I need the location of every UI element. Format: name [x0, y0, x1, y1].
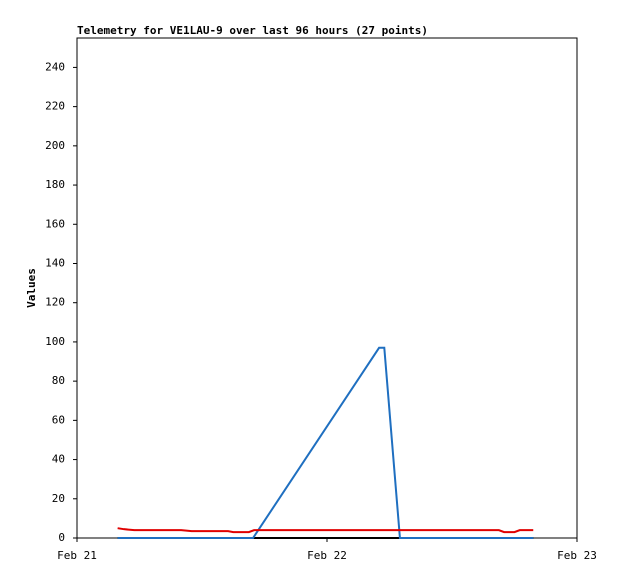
y-tick-label: 100 [45, 335, 65, 348]
chart-title: Telemetry for VE1LAU-9 over last 96 hour… [77, 24, 428, 37]
y-tick-label: 120 [45, 296, 65, 309]
y-tick-label: 160 [45, 217, 65, 230]
y-tick-label: 60 [52, 413, 65, 426]
y-tick-label: 40 [52, 453, 65, 466]
plot-frame [76, 37, 578, 539]
y-tick-label: 20 [52, 492, 65, 505]
y-tick-label: 140 [45, 256, 65, 269]
series-line [117, 527, 534, 534]
x-tick-label: Feb 21 [57, 549, 97, 562]
series-line [117, 346, 534, 539]
y-tick-label: 80 [52, 374, 65, 387]
y-tick-label: 240 [45, 60, 65, 73]
x-tick-label: Feb 22 [307, 549, 347, 562]
y-tick-label: 180 [45, 178, 65, 191]
y-tick-label: 220 [45, 100, 65, 113]
x-tick-label: Feb 23 [557, 549, 597, 562]
y-axis-label: Values [25, 268, 38, 308]
y-tick-label: 200 [45, 139, 65, 152]
y-tick-label: 0 [58, 531, 65, 544]
